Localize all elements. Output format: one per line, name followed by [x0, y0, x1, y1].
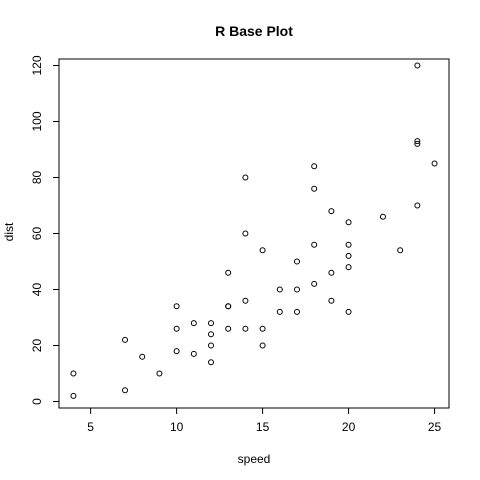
data-point: [346, 265, 351, 270]
x-axis-label: speed: [238, 452, 271, 466]
y-tick-label: 60: [30, 227, 44, 241]
data-point: [243, 175, 248, 180]
x-tick-label: 10: [170, 420, 184, 434]
data-point: [329, 298, 334, 303]
data-point: [415, 63, 420, 68]
data-point: [312, 281, 317, 286]
data-point: [243, 231, 248, 236]
data-points: [71, 63, 437, 398]
data-point: [140, 354, 145, 359]
data-point: [209, 360, 214, 365]
data-point: [398, 248, 403, 253]
data-point: [243, 326, 248, 331]
data-point: [329, 209, 334, 214]
x-tick-label: 20: [342, 420, 356, 434]
y-axis: 0 20 40 60 80 100 120: [30, 55, 59, 405]
data-point: [346, 309, 351, 314]
data-point: [260, 248, 265, 253]
y-tick-label: 20: [30, 339, 44, 353]
x-axis: 5 10 15 20 25: [87, 408, 441, 434]
chart-title: R Base Plot: [215, 23, 293, 39]
data-point: [123, 388, 128, 393]
data-point: [294, 287, 299, 292]
data-point: [277, 309, 282, 314]
y-tick-label: 0: [30, 398, 44, 405]
data-point: [312, 164, 317, 169]
data-point: [380, 214, 385, 219]
data-point: [209, 321, 214, 326]
data-point: [174, 304, 179, 309]
x-tick-label: 25: [428, 420, 442, 434]
y-tick-label: 40: [30, 283, 44, 297]
data-point: [209, 332, 214, 337]
x-tick-label: 15: [256, 420, 270, 434]
data-point: [226, 304, 231, 309]
data-point: [277, 287, 282, 292]
data-point: [346, 242, 351, 247]
y-tick-label: 120: [30, 55, 44, 75]
data-point: [174, 349, 179, 354]
y-axis-label: dist: [2, 222, 16, 241]
data-point: [209, 343, 214, 348]
data-point: [260, 343, 265, 348]
data-point: [191, 321, 196, 326]
data-point: [71, 371, 76, 376]
data-point: [312, 242, 317, 247]
data-point: [294, 259, 299, 264]
y-tick-label: 80: [30, 171, 44, 185]
data-point: [226, 270, 231, 275]
data-point: [191, 351, 196, 356]
x-tick-label: 5: [87, 420, 94, 434]
data-point: [432, 161, 437, 166]
y-tick-label: 100: [30, 111, 44, 131]
data-point: [312, 186, 317, 191]
data-point: [260, 326, 265, 331]
data-point: [71, 393, 76, 398]
data-point: [329, 270, 334, 275]
data-point: [174, 326, 179, 331]
data-point: [226, 326, 231, 331]
data-point: [346, 253, 351, 258]
plot-frame: [59, 59, 449, 408]
data-point: [346, 220, 351, 225]
data-point: [157, 371, 162, 376]
data-point: [123, 337, 128, 342]
data-point: [294, 309, 299, 314]
data-point: [415, 203, 420, 208]
data-point: [243, 298, 248, 303]
